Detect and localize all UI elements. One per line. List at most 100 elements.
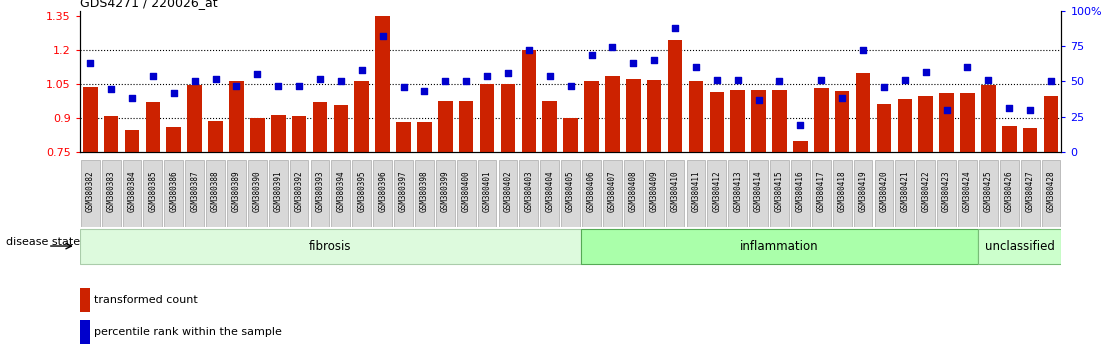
Text: GSM380420: GSM380420 — [880, 171, 889, 212]
Bar — [270, 115, 286, 152]
Bar — [584, 81, 598, 152]
Text: GSM380425: GSM380425 — [984, 171, 993, 212]
Text: GSM380386: GSM380386 — [170, 171, 178, 212]
Text: disease state: disease state — [6, 238, 80, 247]
FancyBboxPatch shape — [123, 160, 142, 227]
FancyBboxPatch shape — [478, 160, 496, 227]
Point — [165, 90, 183, 96]
FancyBboxPatch shape — [645, 160, 664, 227]
Point — [562, 83, 579, 88]
FancyBboxPatch shape — [895, 160, 914, 227]
FancyBboxPatch shape — [1020, 160, 1039, 227]
Bar — [438, 101, 452, 152]
Text: GSM380414: GSM380414 — [755, 171, 763, 212]
Text: GSM380383: GSM380383 — [106, 171, 115, 212]
Point — [771, 79, 789, 84]
Point — [437, 79, 454, 84]
Text: GSM380394: GSM380394 — [337, 171, 346, 212]
FancyBboxPatch shape — [978, 229, 1061, 263]
Bar — [334, 105, 348, 152]
Point — [666, 25, 684, 30]
FancyBboxPatch shape — [749, 160, 768, 227]
Bar — [208, 120, 223, 152]
Text: GSM380417: GSM380417 — [817, 171, 825, 212]
Bar — [229, 81, 244, 152]
Text: GSM380401: GSM380401 — [483, 171, 492, 212]
Text: GSM380406: GSM380406 — [587, 171, 596, 212]
Bar — [80, 320, 90, 344]
Point — [937, 107, 955, 113]
Bar — [1044, 96, 1058, 152]
Text: GSM380421: GSM380421 — [901, 171, 910, 212]
Bar — [668, 40, 683, 152]
Bar — [250, 118, 265, 152]
Bar — [855, 73, 871, 152]
FancyBboxPatch shape — [310, 160, 329, 227]
Bar — [751, 90, 766, 152]
Text: GSM380397: GSM380397 — [399, 171, 408, 212]
Bar — [709, 92, 725, 152]
Bar — [459, 101, 473, 152]
Text: GSM380411: GSM380411 — [691, 171, 700, 212]
Point — [729, 77, 747, 83]
FancyBboxPatch shape — [269, 160, 288, 227]
FancyBboxPatch shape — [999, 160, 1018, 227]
FancyBboxPatch shape — [833, 160, 852, 227]
FancyBboxPatch shape — [206, 160, 225, 227]
Bar — [187, 85, 202, 152]
FancyBboxPatch shape — [102, 160, 121, 227]
Bar — [355, 81, 369, 152]
Bar — [501, 84, 515, 152]
Text: GSM380405: GSM380405 — [566, 171, 575, 212]
Text: transformed count: transformed count — [93, 295, 197, 305]
FancyBboxPatch shape — [541, 160, 560, 227]
Bar — [730, 90, 745, 152]
FancyBboxPatch shape — [666, 160, 685, 227]
Point — [645, 57, 663, 63]
FancyBboxPatch shape — [164, 160, 183, 227]
FancyBboxPatch shape — [958, 160, 977, 227]
Bar — [83, 86, 98, 152]
Bar — [125, 130, 140, 152]
Bar — [1023, 129, 1037, 152]
Bar — [814, 88, 829, 152]
Text: GSM380402: GSM380402 — [503, 171, 513, 212]
FancyBboxPatch shape — [853, 160, 872, 227]
Text: GSM380390: GSM380390 — [253, 171, 261, 212]
Point — [979, 77, 997, 83]
Bar — [1002, 126, 1016, 152]
Text: GSM380409: GSM380409 — [649, 171, 658, 212]
Point — [520, 47, 537, 53]
Point — [332, 79, 350, 84]
Point — [812, 77, 830, 83]
Point — [1001, 105, 1018, 111]
Text: GSM380393: GSM380393 — [316, 171, 325, 212]
Text: GSM380387: GSM380387 — [191, 171, 199, 212]
Text: GSM380415: GSM380415 — [774, 171, 784, 212]
Text: fibrosis: fibrosis — [309, 240, 351, 252]
Bar — [876, 103, 891, 152]
Text: GSM380412: GSM380412 — [712, 171, 721, 212]
FancyBboxPatch shape — [581, 229, 978, 263]
Text: GSM380408: GSM380408 — [628, 171, 638, 212]
Point — [791, 122, 809, 128]
Point — [833, 96, 851, 101]
Point — [123, 96, 141, 101]
FancyBboxPatch shape — [603, 160, 622, 227]
Bar — [605, 76, 619, 152]
Bar — [522, 50, 536, 152]
Bar — [897, 99, 912, 152]
Bar — [166, 127, 181, 152]
Point — [373, 33, 391, 39]
Text: unclassified: unclassified — [985, 240, 1055, 252]
FancyBboxPatch shape — [143, 160, 162, 227]
FancyBboxPatch shape — [81, 160, 100, 227]
FancyBboxPatch shape — [770, 160, 789, 227]
FancyBboxPatch shape — [456, 160, 475, 227]
Text: GSM380403: GSM380403 — [524, 171, 533, 212]
Bar — [376, 16, 390, 152]
Text: GSM380426: GSM380426 — [1005, 171, 1014, 212]
Point — [479, 73, 496, 79]
Point — [416, 88, 433, 94]
Bar — [397, 122, 411, 152]
